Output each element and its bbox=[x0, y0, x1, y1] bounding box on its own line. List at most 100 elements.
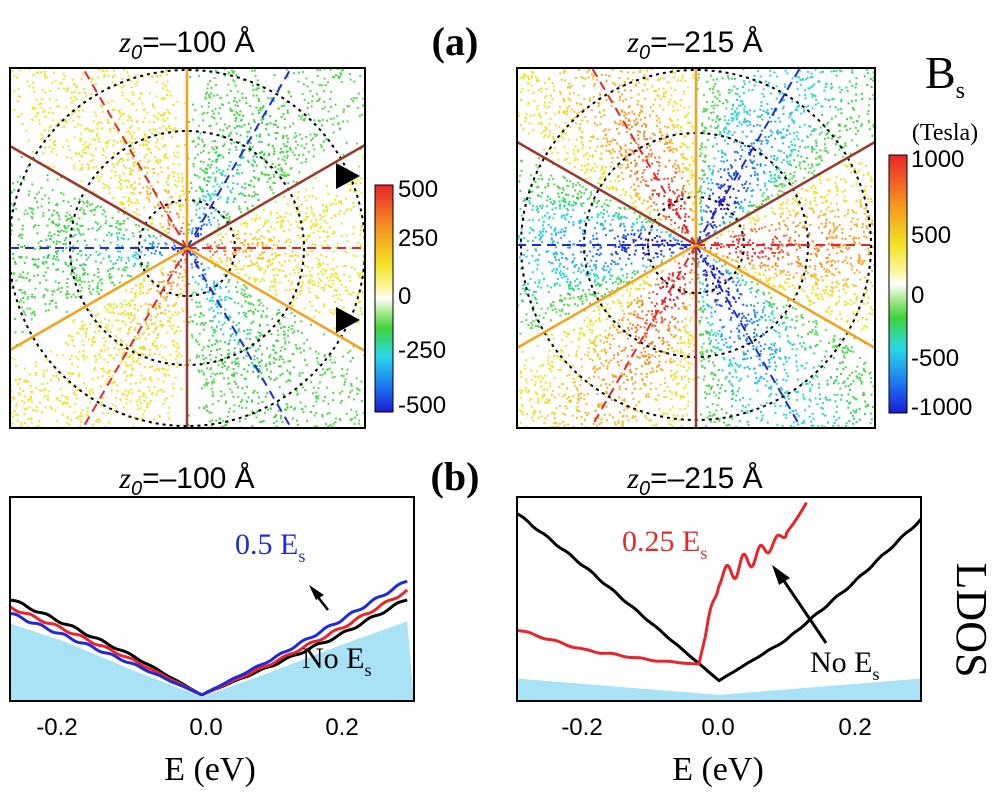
map-dot bbox=[127, 200, 130, 203]
map-dot bbox=[810, 420, 813, 423]
map-dot bbox=[113, 284, 116, 287]
map-dot bbox=[11, 70, 14, 73]
map-dot bbox=[220, 425, 223, 428]
map-dot bbox=[109, 303, 112, 306]
map-dot bbox=[265, 128, 268, 131]
map-dot bbox=[208, 198, 211, 201]
map-dot bbox=[143, 176, 146, 178]
map-dot bbox=[335, 289, 338, 292]
map-dot bbox=[249, 260, 252, 263]
map-dot bbox=[88, 390, 91, 393]
map-dot bbox=[33, 295, 36, 298]
map-dot bbox=[120, 338, 122, 341]
map-dot bbox=[125, 153, 128, 156]
map-dot bbox=[21, 224, 24, 227]
map-dot bbox=[180, 293, 183, 296]
map-dot bbox=[726, 270, 729, 272]
map-dot bbox=[308, 300, 311, 303]
map-dot bbox=[187, 241, 190, 244]
map-dot bbox=[564, 79, 567, 82]
map-dot bbox=[600, 176, 603, 179]
map-dot bbox=[202, 190, 205, 193]
map-dot bbox=[735, 259, 738, 262]
map-dot bbox=[21, 291, 24, 294]
map-dot bbox=[170, 327, 173, 330]
map-dot bbox=[752, 264, 755, 267]
map-dot bbox=[581, 294, 584, 297]
map-dot bbox=[27, 398, 30, 401]
map-dot bbox=[237, 233, 240, 236]
map-dot bbox=[235, 372, 238, 375]
map-dot bbox=[344, 286, 347, 288]
map-dot bbox=[129, 321, 132, 323]
map-dot bbox=[64, 215, 67, 218]
map-dot bbox=[323, 240, 326, 243]
map-dot bbox=[142, 109, 145, 112]
map-dot bbox=[121, 268, 124, 271]
map-dot bbox=[38, 122, 41, 125]
map-dot bbox=[31, 311, 34, 314]
map-dot bbox=[116, 389, 119, 392]
map-dot bbox=[278, 386, 281, 389]
map-dot bbox=[253, 161, 256, 164]
map-dot bbox=[231, 109, 234, 112]
map-dot bbox=[117, 250, 120, 253]
map-dot bbox=[71, 335, 74, 338]
map-dot bbox=[309, 279, 312, 281]
map-dot bbox=[84, 151, 87, 154]
map-dot bbox=[73, 272, 76, 275]
map-dot bbox=[357, 293, 360, 296]
map-dot bbox=[296, 392, 299, 395]
map-dot bbox=[571, 414, 574, 417]
map-dot bbox=[22, 297, 24, 299]
map-dot bbox=[828, 269, 831, 272]
map-dot bbox=[107, 85, 110, 88]
map-dot bbox=[179, 329, 182, 332]
map-dot bbox=[762, 364, 765, 366]
map-dot bbox=[840, 98, 843, 101]
map-dot bbox=[714, 127, 717, 130]
map-dot bbox=[274, 123, 277, 126]
map-dot bbox=[712, 333, 715, 336]
map-dot bbox=[341, 367, 344, 370]
map-dot bbox=[210, 163, 213, 166]
map-dot bbox=[774, 137, 777, 140]
map-dot bbox=[274, 289, 277, 292]
map-dot bbox=[219, 232, 222, 235]
map-dot bbox=[268, 260, 271, 263]
map-dot bbox=[266, 260, 269, 263]
map-dot bbox=[314, 135, 317, 138]
map-dot bbox=[154, 250, 157, 252]
map-dot bbox=[279, 269, 281, 272]
map-dot bbox=[12, 272, 15, 275]
map-dot bbox=[260, 140, 263, 143]
map-dot bbox=[833, 70, 835, 73]
map-dot bbox=[211, 380, 214, 383]
map-dot bbox=[115, 342, 118, 345]
map-dot bbox=[224, 174, 227, 177]
map-dot bbox=[194, 235, 197, 238]
map-dot bbox=[159, 235, 162, 238]
map-dot bbox=[150, 184, 153, 187]
map-dot bbox=[545, 106, 548, 109]
map-dot bbox=[716, 247, 719, 250]
map-dot bbox=[821, 295, 823, 298]
map-dot bbox=[767, 82, 770, 85]
map-dot bbox=[564, 230, 567, 233]
map-dot bbox=[227, 72, 230, 75]
map-dot bbox=[247, 396, 250, 399]
map-dot bbox=[55, 375, 58, 378]
map-dot bbox=[59, 388, 62, 391]
map-dot bbox=[65, 236, 68, 239]
map-dot bbox=[65, 282, 68, 284]
map-dot bbox=[644, 116, 646, 119]
map-dot bbox=[641, 310, 644, 313]
map-dot bbox=[84, 239, 86, 242]
map-dot bbox=[789, 342, 792, 345]
map-dot bbox=[206, 291, 209, 294]
map-dot bbox=[631, 79, 634, 82]
map-dot bbox=[130, 312, 133, 315]
map-dot bbox=[777, 246, 780, 249]
map-dot bbox=[19, 256, 22, 259]
map-dot bbox=[316, 93, 318, 96]
